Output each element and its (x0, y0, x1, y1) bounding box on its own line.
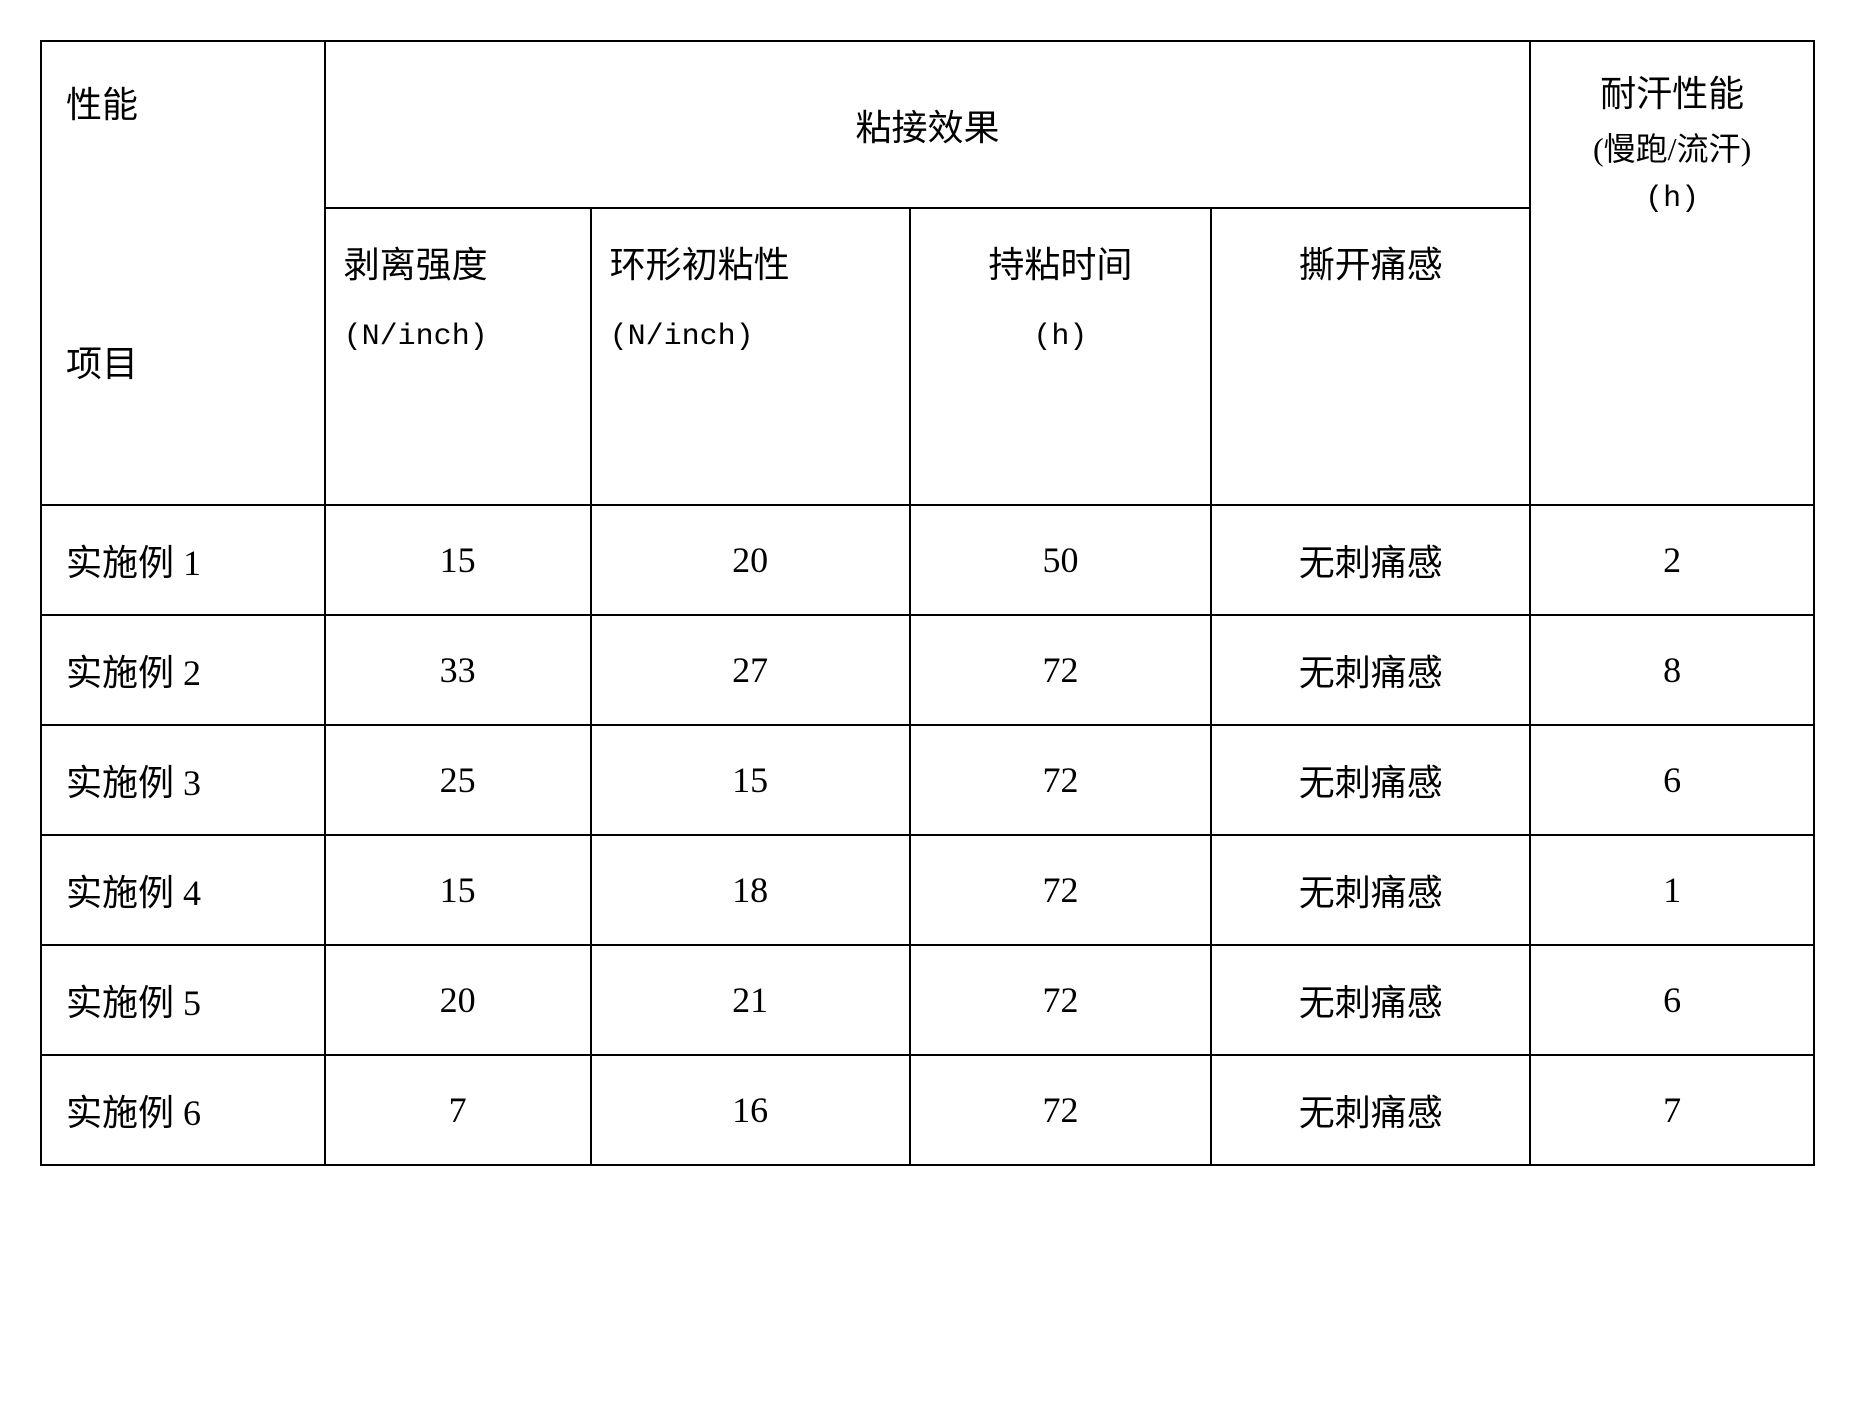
performance-table: 性能 项目 粘接效果 耐汗性能 (慢跑/流汗) (h) 剥离强度 (N/inch… (40, 40, 1815, 1166)
table-row: 实施例 2 33 27 72 无刺痛感 8 (41, 615, 1814, 725)
table-row: 实施例 3 25 15 72 无刺痛感 6 (41, 725, 1814, 835)
table-row: 实施例 6 7 16 72 无刺痛感 7 (41, 1055, 1814, 1165)
sub-header-hold-label: 持粘时间 (988, 245, 1132, 285)
sub-header-hold-unit: (h) (929, 310, 1192, 364)
cell-peel: 33 (325, 615, 591, 725)
cell-hold: 72 (910, 835, 1211, 945)
row-label: 实施例 3 (41, 725, 325, 835)
row-label: 实施例 5 (41, 945, 325, 1055)
cell-peel: 7 (325, 1055, 591, 1165)
cell-sweat: 6 (1530, 725, 1814, 835)
sub-header-loop-unit: (N/inch) (610, 310, 891, 364)
row-label: 实施例 4 (41, 835, 325, 945)
header-sweat-cell: 耐汗性能 (慢跑/流汗) (h) (1530, 41, 1814, 505)
row-label: 实施例 2 (41, 615, 325, 725)
sub-header-peel-label: 剥离强度 (344, 245, 488, 285)
cell-peel: 15 (325, 505, 591, 615)
cell-peel: 15 (325, 835, 591, 945)
header-group-cell: 粘接效果 (325, 41, 1531, 208)
cell-loop: 21 (591, 945, 910, 1055)
cell-hold: 50 (910, 505, 1211, 615)
cell-tear: 无刺痛感 (1211, 505, 1530, 615)
cell-loop: 16 (591, 1055, 910, 1165)
cell-sweat: 2 (1530, 505, 1814, 615)
table-row: 实施例 5 20 21 72 无刺痛感 6 (41, 945, 1814, 1055)
sub-header-loop-label: 环形初粘性 (610, 245, 790, 285)
row-label: 实施例 1 (41, 505, 325, 615)
sub-header-tear-label: 撕开痛感 (1299, 245, 1443, 285)
cell-hold: 72 (910, 945, 1211, 1055)
cell-tear: 无刺痛感 (1211, 835, 1530, 945)
table-row: 实施例 4 15 18 72 无刺痛感 1 (41, 835, 1814, 945)
sub-header-loop: 环形初粘性 (N/inch) (591, 208, 910, 505)
header-corner-cell: 性能 项目 (41, 41, 325, 505)
cell-loop: 15 (591, 725, 910, 835)
cell-tear: 无刺痛感 (1211, 615, 1530, 725)
header-row-1: 性能 项目 粘接效果 耐汗性能 (慢跑/流汗) (h) (41, 41, 1814, 208)
sub-header-peel: 剥离强度 (N/inch) (325, 208, 591, 505)
cell-sweat: 8 (1530, 615, 1814, 725)
cell-loop: 20 (591, 505, 910, 615)
table-row: 实施例 1 15 20 50 无刺痛感 2 (41, 505, 1814, 615)
cell-sweat: 6 (1530, 945, 1814, 1055)
cell-hold: 72 (910, 1055, 1211, 1165)
cell-hold: 72 (910, 725, 1211, 835)
sub-header-tear: 撕开痛感 (1211, 208, 1530, 505)
cell-tear: 无刺痛感 (1211, 1055, 1530, 1165)
header-corner-top: 性能 (66, 66, 300, 145)
cell-tear: 无刺痛感 (1211, 725, 1530, 835)
cell-tear: 无刺痛感 (1211, 945, 1530, 1055)
header-sweat-sub: (慢跑/流汗) (1547, 124, 1797, 175)
cell-peel: 20 (325, 945, 591, 1055)
cell-sweat: 1 (1530, 835, 1814, 945)
cell-sweat: 7 (1530, 1055, 1814, 1165)
cell-loop: 18 (591, 835, 910, 945)
cell-loop: 27 (591, 615, 910, 725)
sub-header-peel-unit: (N/inch) (344, 310, 572, 364)
cell-hold: 72 (910, 615, 1211, 725)
row-label: 实施例 6 (41, 1055, 325, 1165)
header-sweat-unit: (h) (1547, 175, 1797, 223)
sub-header-hold: 持粘时间 (h) (910, 208, 1211, 505)
cell-peel: 25 (325, 725, 591, 835)
header-corner-bottom: 项目 (66, 325, 300, 404)
header-sweat-title: 耐汗性能 (1547, 66, 1797, 124)
